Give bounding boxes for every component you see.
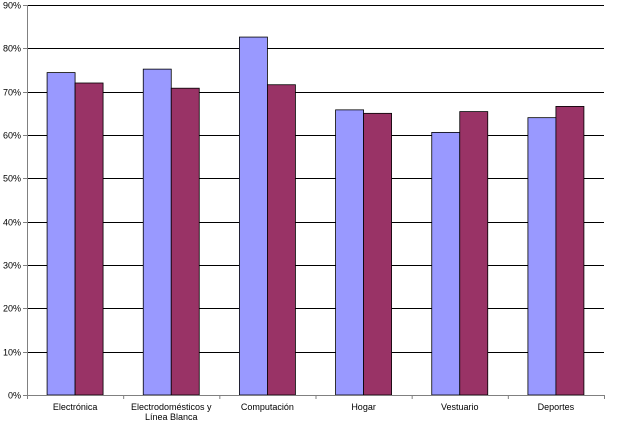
x-category-label: Deportes [538, 402, 575, 412]
x-category-label: Electrodomésticos y [131, 402, 212, 412]
y-tick-label: 40% [3, 218, 21, 228]
gridlines [27, 5, 604, 353]
bar-series-2 [170, 87, 200, 396]
bar-series-2 [555, 106, 585, 396]
y-tick-label: 50% [3, 174, 21, 184]
y-tick-label: 10% [3, 348, 21, 358]
x-category-label: Computación [241, 402, 294, 412]
y-tick-label: 60% [3, 131, 21, 141]
bar-series-2 [363, 112, 392, 396]
x-category-label: Hogar [351, 402, 376, 412]
y-tick-label: 30% [3, 261, 21, 271]
bar-series-2 [74, 82, 104, 396]
bar-series-1 [142, 68, 172, 396]
bar-series-1 [335, 109, 364, 396]
bars [46, 36, 585, 396]
bar-series-2 [459, 111, 489, 396]
y-tick-labels: 0% 10% 20% 30% 40% 50% 60% 70% 80% 90% [3, 1, 21, 401]
y-tick-label: 90% [3, 1, 21, 11]
x-category-label: Línea Blanca [145, 412, 198, 422]
bar-series-1 [527, 117, 557, 396]
y-tick-label: 80% [3, 44, 21, 54]
x-category-label: Electrónica [53, 402, 98, 412]
bar-series-1 [431, 131, 461, 396]
bar-series-1 [46, 72, 76, 396]
y-tick-label: 20% [3, 304, 21, 314]
bar-series-1 [239, 36, 268, 396]
y-tick-label: 0% [8, 391, 21, 401]
bar-series-2 [267, 84, 296, 396]
axes [23, 5, 605, 399]
y-tick-label: 70% [3, 88, 21, 98]
x-category-label: Vestuario [441, 402, 479, 412]
